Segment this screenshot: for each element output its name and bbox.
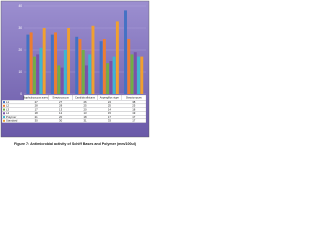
chart: Figure 7: Antimicrobial activity of Schi… (0, 0, 150, 146)
legend-swatch (3, 101, 5, 104)
table-value: 18 (35, 111, 39, 115)
table-cell (1, 100, 147, 105)
legend-label: Standard (6, 119, 18, 123)
bar (36, 54, 40, 94)
bar (133, 52, 137, 94)
table-value: 20 (83, 107, 87, 111)
bar (115, 21, 119, 94)
table-value: 30 (59, 119, 63, 123)
table-cell (1, 111, 147, 116)
x-tick-label: Candida albicans (75, 95, 96, 99)
table-value: 24 (108, 100, 112, 104)
table-value: 13 (59, 107, 63, 111)
bar (29, 32, 33, 94)
table-value: 28 (35, 104, 39, 108)
table-value: 15 (108, 111, 112, 115)
legend-swatch (3, 104, 5, 107)
bar (127, 39, 131, 94)
x-tick-label: Staphylococcus aureus (23, 95, 51, 99)
table-value: 38 (132, 100, 136, 104)
bar (109, 61, 113, 94)
table-cell (1, 118, 147, 123)
table-value: 25 (83, 104, 87, 108)
bar (26, 34, 30, 94)
bar (130, 54, 134, 94)
bar (54, 32, 58, 94)
caption: Figure 7: Antimicrobial activity of Schi… (14, 142, 137, 146)
table-value: 17 (108, 115, 112, 119)
bar (91, 25, 95, 94)
bar (63, 50, 67, 94)
table-value: 30 (35, 119, 39, 123)
bar (99, 41, 103, 94)
bar (75, 36, 79, 94)
bar (81, 50, 85, 94)
table-value: 28 (59, 104, 63, 108)
bar (137, 56, 140, 94)
bar (88, 54, 92, 94)
bar (85, 65, 88, 94)
table-value: 21 (35, 115, 39, 119)
bar (102, 39, 106, 94)
bar (39, 47, 43, 94)
legend-label: L4 (6, 111, 10, 115)
table-value: 26 (83, 100, 87, 104)
table-value: 12 (59, 111, 63, 115)
table-value: 14 (108, 107, 112, 111)
bar (140, 56, 144, 94)
bar (60, 67, 64, 94)
bar (42, 28, 46, 94)
table-value: 31 (83, 119, 87, 123)
legend-label: L1 (6, 100, 10, 104)
y-tick-label: 10 (18, 70, 22, 74)
bar (112, 56, 116, 94)
bar (57, 65, 61, 94)
y-tick-label: 20 (18, 48, 22, 52)
legend-swatch (3, 116, 5, 119)
legend-label: L3 (6, 107, 10, 111)
table-cell (1, 103, 147, 108)
table-value: 18 (83, 115, 87, 119)
x-tick-label: Aspergillus niger (100, 95, 119, 99)
y-tick-label: 30 (18, 26, 22, 30)
table-value: 27 (35, 100, 39, 104)
table-value: 27 (59, 100, 63, 104)
table-value: 20 (59, 115, 63, 119)
y-tick-label: 0 (20, 92, 22, 96)
bar (67, 28, 71, 94)
table-value: 25 (108, 104, 112, 108)
table-cell (1, 115, 147, 120)
legend-label: L2 (6, 104, 10, 108)
x-tick-label: Streptomyces (126, 95, 143, 99)
bar (50, 34, 54, 94)
bar (124, 10, 127, 94)
bar (32, 56, 36, 94)
table-value: 19 (132, 111, 136, 115)
legend-label: Polymer (6, 115, 16, 119)
table-cell (1, 107, 147, 112)
legend-swatch (3, 108, 5, 111)
legend-swatch (3, 112, 5, 115)
table-value: 17 (35, 107, 39, 111)
legend-swatch (3, 119, 5, 122)
table-value: 17 (132, 119, 136, 123)
bar (106, 63, 110, 94)
table-value: 25 (132, 104, 136, 108)
table-value: 18 (132, 107, 136, 111)
table-value: 17 (132, 115, 136, 119)
x-tick-label: Streptococcus (52, 95, 69, 99)
y-tick-label: 40 (18, 4, 22, 8)
table-value: 13 (83, 111, 87, 115)
bar (78, 39, 82, 94)
table-value: 33 (108, 119, 112, 123)
